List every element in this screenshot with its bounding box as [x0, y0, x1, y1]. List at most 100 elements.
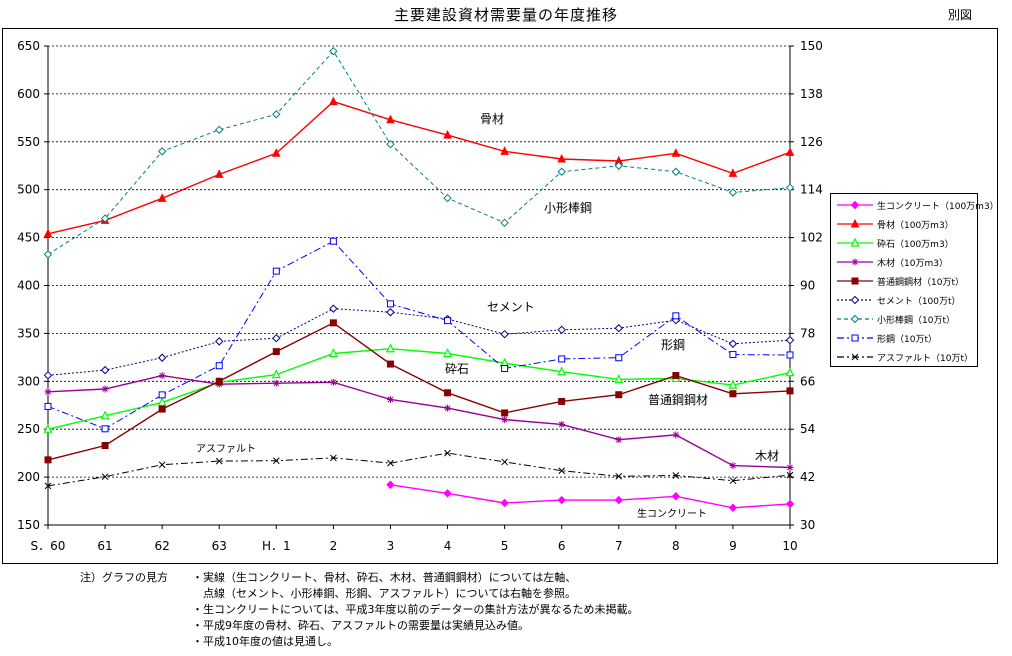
series-2	[43, 343, 795, 433]
y-left-tick-label: 350	[17, 326, 40, 340]
series-6	[43, 46, 795, 259]
data-point	[558, 355, 566, 363]
legend-item: 砕石（100万m3）	[831, 235, 977, 251]
legend-marker	[851, 353, 859, 361]
data-point	[386, 480, 395, 489]
legend-label: 骨材（100万m3）	[877, 221, 954, 231]
data-point	[615, 436, 623, 444]
data-point	[558, 397, 566, 405]
x-tick-label: 63	[212, 539, 227, 553]
y-right-tick-label: 42	[800, 470, 815, 484]
series-4	[44, 319, 794, 464]
data-point	[501, 365, 509, 373]
data-point	[328, 348, 338, 358]
data-point	[387, 459, 394, 467]
y-right-tick-label: 150	[800, 39, 823, 53]
legend-item: 生コンクリート（100万m3）	[831, 197, 999, 213]
data-point	[214, 169, 224, 178]
data-point	[157, 353, 167, 362]
data-point	[500, 329, 509, 339]
data-point	[44, 456, 52, 464]
x-tick-label: 10	[782, 539, 797, 553]
data-point	[785, 367, 795, 377]
data-point	[272, 348, 280, 356]
y-right-tick-label: 126	[800, 135, 823, 149]
data-point	[44, 402, 52, 410]
data-point	[158, 372, 166, 380]
series-annotation: 砕石	[445, 361, 469, 376]
series-annotation: 普通鋼鋼材	[648, 393, 708, 407]
series-annotation: セメント	[487, 300, 535, 314]
y-right-tick-label: 114	[800, 183, 823, 197]
data-point	[101, 385, 109, 393]
legend-marker	[850, 200, 860, 210]
data-point	[786, 351, 794, 359]
data-point	[558, 420, 566, 428]
legend-item: セメント（100万t）	[831, 292, 977, 308]
legend-label: アスファルト（10万t）	[877, 354, 973, 364]
data-point	[501, 409, 509, 417]
data-point	[386, 360, 394, 368]
series-annotation: アスファルト	[196, 444, 256, 455]
series-line	[47, 240, 791, 430]
y-right-tick-label: 66	[800, 374, 815, 388]
data-point	[43, 228, 53, 238]
data-point	[101, 441, 109, 449]
y-left-tick-label: 550	[17, 135, 40, 149]
data-point	[272, 110, 281, 119]
series-line	[47, 50, 791, 255]
data-point	[215, 362, 223, 370]
data-point	[728, 168, 738, 177]
data-point	[614, 374, 624, 383]
data-point	[729, 390, 737, 398]
x-tick-label: 7	[615, 539, 623, 553]
series-line	[47, 322, 791, 461]
data-point	[157, 147, 167, 156]
y-left-tick-label: 400	[17, 279, 40, 293]
series-1	[43, 96, 795, 238]
data-point	[329, 378, 337, 386]
data-point	[330, 454, 337, 462]
y-right-tick-label: 138	[800, 87, 823, 101]
legend-item: 木材（10万m3）	[831, 254, 977, 270]
y-right-tick-label: 54	[800, 422, 815, 436]
x-tick-label: 4	[444, 539, 452, 553]
data-point	[671, 492, 681, 501]
x-tick-label: 6	[558, 539, 566, 553]
data-point	[785, 183, 795, 192]
y-left-tick-label: 500	[17, 183, 40, 197]
data-point	[329, 237, 337, 245]
data-point	[272, 333, 281, 343]
notes-lead: 注）グラフの見方	[80, 571, 168, 584]
legend-item: 骨材（100万m3）	[831, 216, 977, 232]
x-tick-label: H．1	[262, 539, 291, 553]
data-point	[671, 148, 681, 157]
data-point	[443, 489, 452, 498]
data-point	[43, 250, 53, 259]
x-tick-label: 62	[155, 539, 170, 553]
data-point	[671, 167, 681, 176]
legend-swatch	[837, 237, 873, 247]
legend-label: 砕石（100万m3）	[877, 240, 954, 250]
y-left-tick-label: 150	[17, 518, 40, 532]
data-point	[271, 148, 281, 157]
data-point	[615, 391, 623, 399]
data-point	[557, 325, 566, 335]
data-point	[785, 147, 795, 156]
legend-label: 木材（10万m3）	[877, 259, 948, 269]
x-tick-label: 3	[387, 539, 395, 553]
legend-swatch	[837, 218, 873, 228]
series-annotation: 骨材	[480, 112, 504, 126]
legend-marker	[850, 218, 860, 228]
data-point	[329, 96, 338, 106]
legend: 生コンクリート（100万m3） 骨材（100万m3） 砕石（100万m3） 木材（10…	[830, 193, 999, 367]
data-point	[728, 188, 738, 197]
data-point	[615, 472, 623, 480]
series-line	[47, 347, 791, 430]
data-point	[729, 351, 737, 359]
data-point	[786, 471, 794, 479]
x-tick-label: 2	[330, 539, 338, 553]
data-point	[44, 388, 52, 396]
series-line	[47, 452, 791, 487]
series-annotation: 木材	[755, 449, 779, 463]
